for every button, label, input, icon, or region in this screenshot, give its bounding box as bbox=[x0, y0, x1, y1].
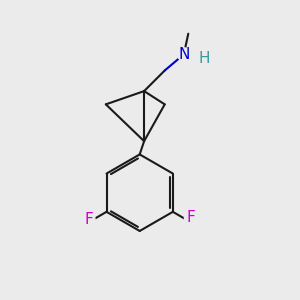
Text: H: H bbox=[199, 51, 210, 66]
Text: N: N bbox=[178, 47, 190, 62]
Circle shape bbox=[82, 213, 95, 226]
Text: F: F bbox=[187, 210, 195, 225]
Circle shape bbox=[184, 211, 197, 224]
Circle shape bbox=[199, 53, 210, 64]
Circle shape bbox=[177, 48, 190, 61]
Text: F: F bbox=[84, 212, 93, 227]
